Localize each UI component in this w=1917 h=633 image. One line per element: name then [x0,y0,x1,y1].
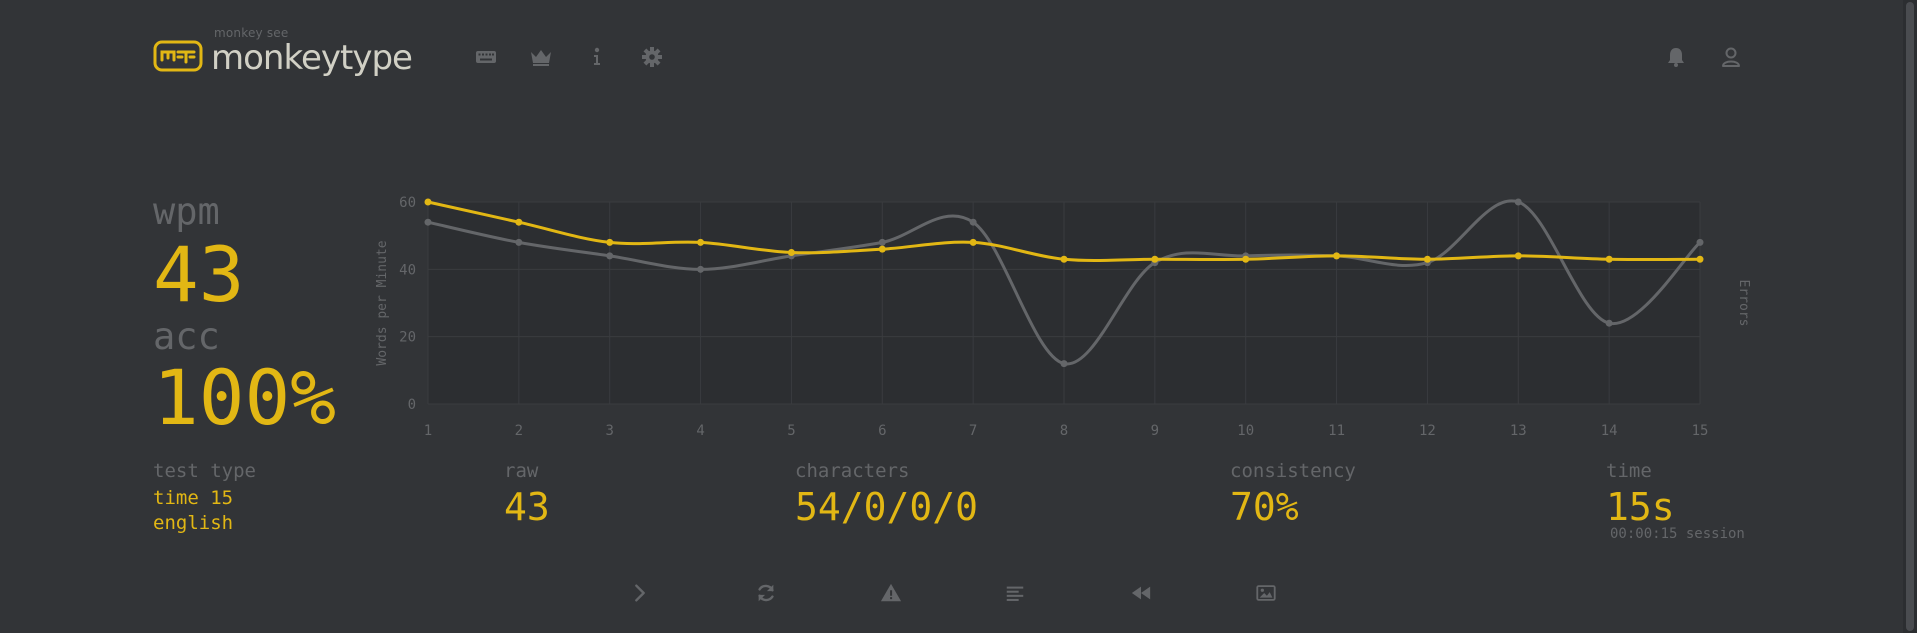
acc-label: acc [153,315,220,358]
logo-tagline: monkey see [214,26,289,40]
x-tick-label: 13 [1510,423,1527,439]
x-tick-label: 8 [1060,423,1068,439]
words-history-button[interactable] [1000,580,1030,606]
wpm-series-point [1333,252,1341,260]
wpm-series-point [1060,255,1068,263]
report-button[interactable] [876,580,906,606]
wpm-series-point [697,238,705,246]
words-history-icon [1006,586,1024,601]
x-tick-label: 7 [969,423,977,439]
y-tick-label: 20 [399,330,416,346]
characters-label: characters [795,460,910,482]
wpm-series-point [1514,252,1522,260]
x-tick-label: 6 [878,423,886,439]
raw-series-point [969,218,977,226]
acc-value: 100% [153,353,337,442]
crown-icon[interactable] [529,45,553,69]
logo-title: monkeytype [211,38,413,78]
x-tick-label: 10 [1237,423,1254,439]
monkeytype-logo-icon [153,40,203,72]
x-tick-label: 11 [1328,423,1345,439]
x-tick-label: 1 [424,423,432,439]
logo-text: monkey see monkeytype [211,26,413,84]
x-tick-label: 5 [787,423,795,439]
raw-series-point [1514,198,1522,206]
y-axis-label: Words per Minute [375,240,390,365]
replay-icon [1131,586,1151,600]
keyboard-icon[interactable] [474,45,498,69]
scrollbar[interactable] [1903,0,1917,633]
x-tick-label: 14 [1601,423,1618,439]
restart-test-button[interactable] [751,580,781,606]
time-label: time [1606,460,1652,482]
warning-icon [880,583,902,602]
wpm-series-point [606,238,614,246]
session-time: 00:00:15 session [1610,526,1745,542]
raw-series-point [697,265,705,273]
x-tick-label: 12 [1419,423,1436,439]
wpm-series-point [424,198,432,206]
screenshot-button[interactable] [1251,580,1281,606]
raw-series-point [515,238,523,246]
wpm-series-point [878,245,886,253]
wpm-series-point [787,249,795,256]
screenshot-icon [1256,585,1276,601]
replay-button[interactable] [1126,580,1156,606]
test-type-label: test type [153,460,256,482]
raw-series-point [424,218,432,226]
raw-series-point [1696,238,1704,246]
user-icon[interactable] [1719,45,1743,69]
wpm-value: 43 [153,230,245,319]
info-icon[interactable] [585,45,609,69]
test-type-language[interactable]: english [153,512,234,534]
wpm-series-point [969,238,977,246]
wpm-series-point [1696,255,1704,263]
raw-series-point [606,252,614,260]
wpm-series-point [1605,255,1613,263]
chevron-right-icon [635,584,645,602]
raw-series-point [878,238,886,246]
wpm-series-point [1151,255,1159,263]
next-test-button[interactable] [625,580,655,606]
x-tick-label: 3 [605,423,613,439]
wpm-series-point [1242,255,1250,263]
gear-icon[interactable] [640,45,664,69]
raw-label: raw [504,460,539,482]
raw-value: 43 [504,485,550,529]
raw-series-point [1060,360,1068,368]
wpm-series-point [515,218,523,226]
x-tick-label: 4 [696,423,704,439]
y-tick-label: 0 [408,397,416,413]
x-tick-label: 15 [1692,423,1709,439]
logo[interactable]: monkey see monkeytype [153,26,413,84]
characters-value: 54/0/0/0 [795,485,979,529]
x-tick-label: 2 [515,423,523,439]
scrollbar-thumb[interactable] [1906,2,1914,631]
consistency-label: consistency [1230,460,1356,482]
raw-series-point [1605,319,1613,327]
bell-icon[interactable] [1664,45,1688,69]
consistency-value: 70% [1230,485,1299,529]
restart-icon [758,584,774,602]
wpm-label: wpm [153,190,220,233]
test-type-mode[interactable]: time 15 [153,487,234,509]
y-tick-label: 60 [399,195,416,211]
y-tick-label: 40 [399,262,416,278]
x-tick-label: 9 [1151,423,1159,439]
y2-axis-label: Errors [1736,280,1751,327]
wpm-series-point [1423,255,1431,263]
time-value: 15s [1606,485,1675,529]
